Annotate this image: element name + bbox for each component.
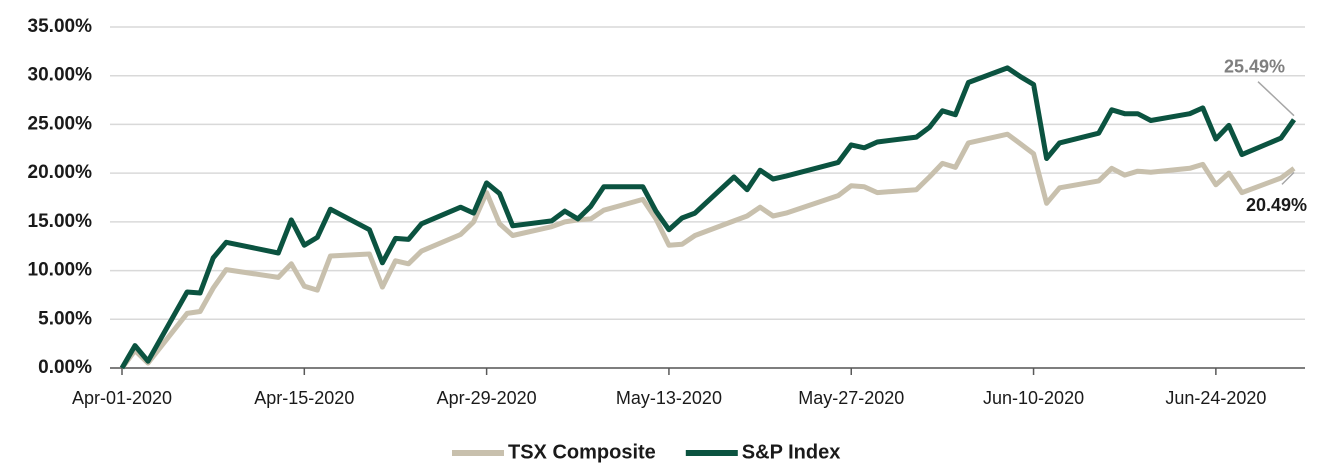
data-label: 25.49% [1224, 56, 1285, 76]
x-tick-label: Apr-01-2020 [72, 388, 172, 408]
y-tick-label: 20.00% [28, 162, 93, 183]
legend-label: TSX Composite [508, 441, 656, 463]
y-tick-label: 5.00% [38, 308, 92, 329]
y-tick-label: 10.00% [28, 260, 93, 281]
x-tick-label: Jun-24-2020 [1165, 388, 1266, 408]
y-tick-label: 15.00% [28, 211, 93, 232]
leader-line [1281, 171, 1295, 185]
x-tick-label: May-27-2020 [798, 388, 904, 408]
y-tick-label: 35.00% [28, 16, 93, 37]
y-tick-label: 0.00% [38, 357, 92, 378]
series-line [119, 131, 1296, 370]
legend: TSX Composite S&P Index [452, 441, 840, 463]
x-tick-label: May-13-2020 [616, 388, 722, 408]
legend-label: S&P Index [742, 441, 841, 463]
leader-line [1257, 81, 1295, 117]
series-line [119, 65, 1297, 370]
data-label: 20.49% [1246, 195, 1307, 215]
x-tick-label: Apr-15-2020 [254, 388, 354, 408]
y-tick-label: 30.00% [28, 65, 93, 86]
x-tick-label: Apr-29-2020 [437, 388, 537, 408]
x-tick-label: Jun-10-2020 [983, 388, 1084, 408]
y-tick-label: 25.00% [28, 113, 93, 134]
